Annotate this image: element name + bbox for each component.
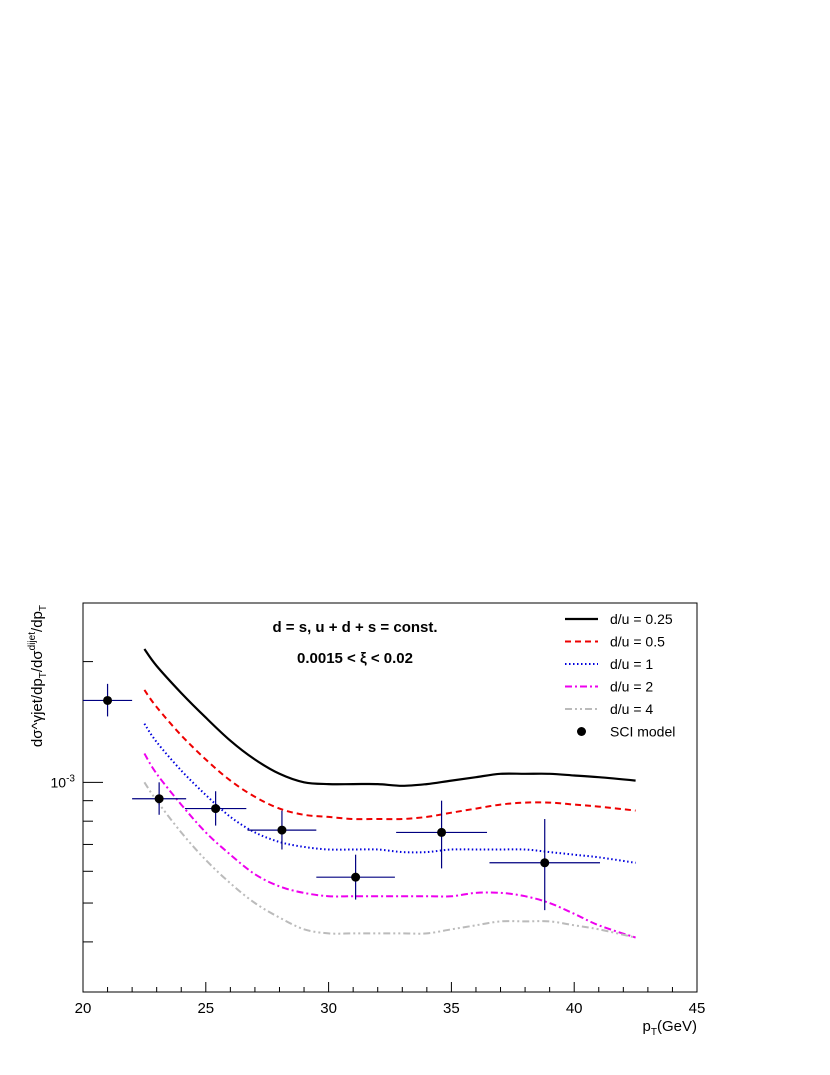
- x-tick-labels: 20 25 30 35 40 45: [75, 1000, 706, 1017]
- y-tick-label: 10-3: [51, 773, 76, 790]
- point-marker: [540, 858, 550, 868]
- series-line-1: [143, 648, 636, 787]
- x-tick-label: 25: [197, 1000, 214, 1017]
- point-marker: [154, 794, 164, 804]
- legend-label-5: d/u = 4: [610, 701, 653, 717]
- x-tick-label: 20: [75, 1000, 92, 1017]
- x-tick-label: 40: [566, 1000, 583, 1017]
- data-point: [184, 791, 247, 826]
- data-point: [489, 819, 600, 911]
- annotation-line-2: 0.0015 < ξ < 0.02: [297, 650, 413, 667]
- data-point: [247, 810, 317, 850]
- data-point: [396, 800, 488, 869]
- series-line-4: [143, 752, 636, 939]
- legend-label-points: SCI model: [610, 724, 675, 740]
- legend-swatch-points: [577, 727, 586, 736]
- legend-label-2: d/u = 0.5: [610, 634, 665, 650]
- point-marker: [351, 872, 361, 882]
- x-tick-label: 45: [689, 1000, 706, 1017]
- series-line-5: [143, 781, 636, 939]
- y-axis-label: dσ^γjet/dpT/dσdijet/dpT: [27, 605, 49, 747]
- legend-label-3: d/u = 1: [610, 656, 653, 672]
- point-marker: [437, 827, 447, 837]
- x-axis-label: pT(GeV): [643, 1018, 697, 1038]
- point-marker: [211, 804, 221, 814]
- point-marker: [103, 695, 113, 705]
- axis-ticks: [82, 661, 698, 993]
- point-marker: [277, 825, 287, 835]
- data-point: [132, 782, 187, 815]
- data-point: [83, 683, 133, 717]
- legend-label-4: d/u = 2: [610, 679, 653, 695]
- points-layer: [83, 683, 600, 911]
- x-tick-label: 35: [443, 1000, 460, 1017]
- series-layer: [143, 648, 636, 939]
- plot-frame: [82, 602, 698, 993]
- annotation-line-1: d = s, u + d + s = const.: [272, 619, 437, 636]
- legend-label-1: d/u = 0.25: [610, 611, 673, 627]
- series-line-2: [143, 689, 636, 821]
- y-tick-labels: 10-3: [51, 773, 76, 790]
- data-point: [316, 854, 395, 900]
- legend: d/u = 0.25 d/u = 0.5 d/u = 1 d/u = 2 d/u = 4…: [565, 611, 675, 740]
- series-line-3: [143, 723, 636, 864]
- x-tick-label: 30: [320, 1000, 337, 1017]
